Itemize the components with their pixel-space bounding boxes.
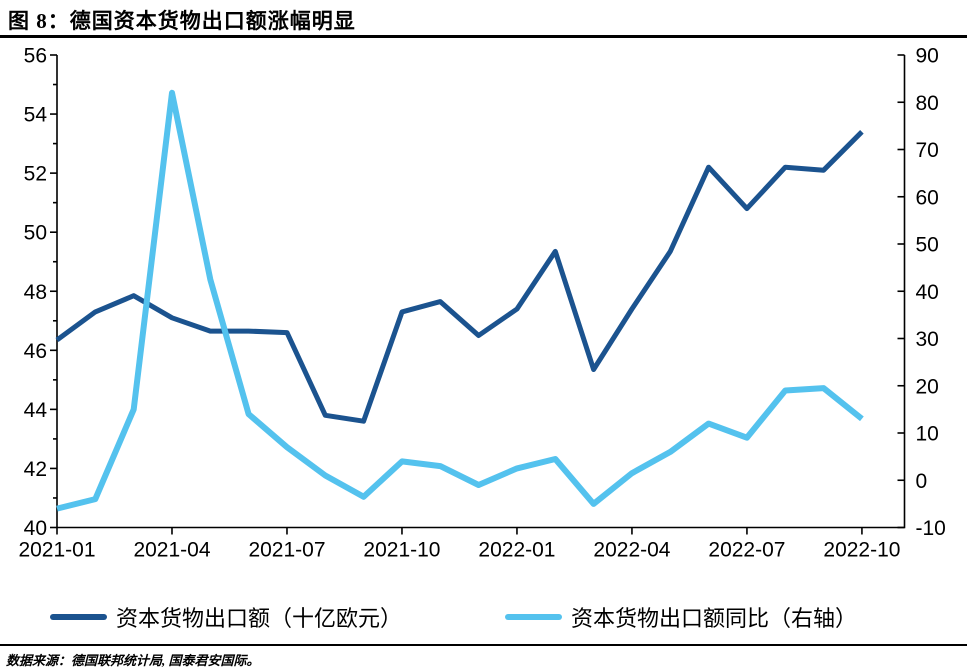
y-axis-tick-label: 50 [24,222,47,245]
x-axis-tick-label: 2022-04 [593,539,670,562]
figure-title: 图 8：德国资本货物出口额涨幅明显 [8,9,356,33]
y-axis-tick-label: 44 [24,399,48,422]
source-note: 数据来源：德国联邦统计局, 国泰君安国际。 [6,653,260,668]
source-divider [0,644,967,646]
chart-canvas: 40 42 44 46 48 50 52 54 56 -10 0 10 20 30 40 50 60 70 80 90… [18,45,946,562]
title-underline [0,35,967,38]
right-axis-tick-label: 30 [916,328,939,351]
y-axis-tick-label: 56 [24,45,47,68]
right-axis-tick-label: 0 [916,470,928,493]
y-axis-tick-label: 42 [24,458,47,481]
x-axis-tick-label: 2021-10 [363,539,440,562]
x-axis-tick-label: 2021-07 [248,539,325,562]
right-axis-tick-label: 60 [916,186,939,209]
right-axis-tick-label: 50 [916,234,939,257]
x-axis-tick-label: 2022-07 [708,539,785,562]
y-axis-tick-label: 48 [24,281,47,304]
y-axis-tick-label: 54 [24,104,48,127]
legend-item-yoy: 资本货物出口额同比（右轴） [505,603,857,631]
legend-label-exports: 资本货物出口额（十亿欧元） [116,606,403,631]
axis-frame [56,55,906,529]
exports-line-swatch [50,614,107,620]
right-axis-tick-label: 80 [916,92,939,115]
yoy-line-swatch [505,614,562,620]
right-axis-tick-label: 40 [916,281,939,304]
x-axis-tick-label: 2022-01 [478,539,555,562]
x-axis-tick-label: 2021-04 [133,539,210,562]
right-axis-tick-label: 10 [916,423,939,446]
legend-item-exports: 资本货物出口额（十亿欧元） [50,603,402,631]
series-exports-line [55,130,864,424]
y-axis-tick-label: 40 [24,517,47,540]
y-axis-tick-label: 52 [24,163,47,186]
right-axis-tick-label: -10 [916,517,946,540]
x-axis-tick-label: 2022-10 [823,539,900,562]
right-axis-tick-label: 90 [916,45,939,68]
y-axis-tick-label: 46 [24,340,47,363]
x-axis-tick-label: 2021-01 [18,539,95,562]
right-axis-tick-label: 70 [916,139,939,162]
right-axis-tick-label: 20 [916,375,939,398]
legend-label-yoy: 资本货物出口额同比（右轴） [571,606,858,631]
series-yoy-line [56,89,864,512]
